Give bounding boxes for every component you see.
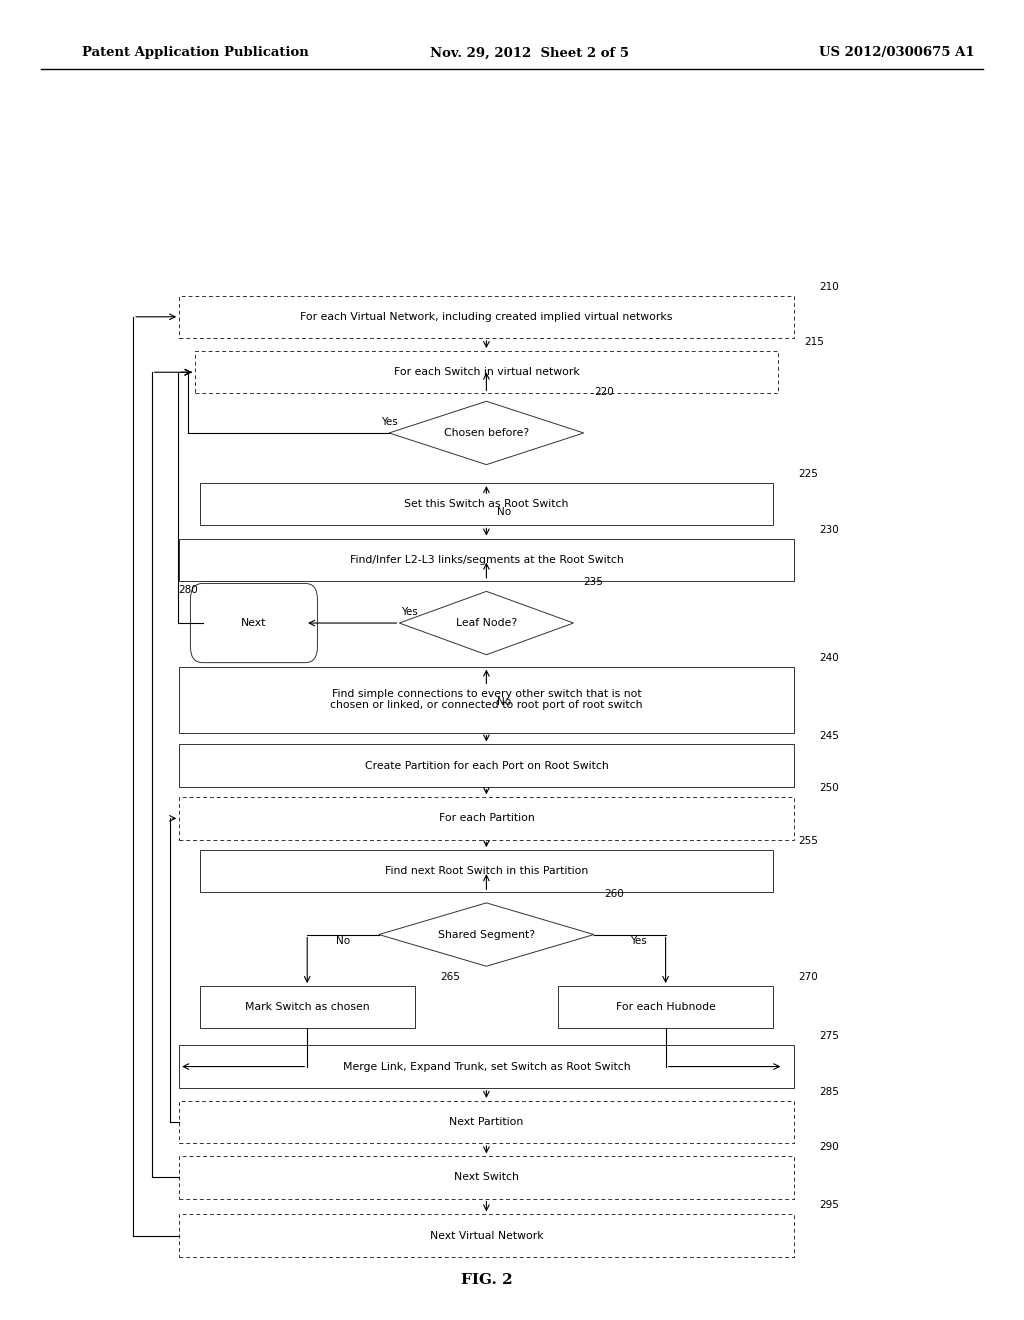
Text: For each Virtual Network, including created implied virtual networks: For each Virtual Network, including crea… (300, 312, 673, 322)
FancyBboxPatch shape (179, 1156, 794, 1199)
Text: 230: 230 (819, 524, 839, 535)
FancyBboxPatch shape (179, 667, 794, 733)
Text: Chosen before?: Chosen before? (443, 428, 529, 438)
Text: Set this Switch as Root Switch: Set this Switch as Root Switch (404, 499, 568, 510)
Text: Mark Switch as chosen: Mark Switch as chosen (245, 1002, 370, 1012)
FancyBboxPatch shape (179, 296, 794, 338)
Text: 215: 215 (804, 337, 823, 347)
Text: 225: 225 (799, 469, 818, 479)
Text: 260: 260 (604, 888, 624, 899)
Text: Create Partition for each Port on Root Switch: Create Partition for each Port on Root S… (365, 760, 608, 771)
Text: Merge Link, Expand Trunk, set Switch as Root Switch: Merge Link, Expand Trunk, set Switch as … (343, 1061, 630, 1072)
Text: Find/Infer L2-L3 links/segments at the Root Switch: Find/Infer L2-L3 links/segments at the R… (349, 554, 624, 565)
Text: US 2012/0300675 A1: US 2012/0300675 A1 (819, 46, 975, 59)
Text: 270: 270 (799, 972, 818, 982)
Text: No: No (336, 936, 350, 946)
Text: 285: 285 (819, 1086, 839, 1097)
Text: 275: 275 (819, 1031, 839, 1041)
FancyBboxPatch shape (195, 351, 778, 393)
Text: Leaf Node?: Leaf Node? (456, 618, 517, 628)
Text: 295: 295 (819, 1200, 839, 1210)
Text: For each Hubnode: For each Hubnode (615, 1002, 716, 1012)
Text: 245: 245 (819, 730, 839, 741)
Polygon shape (399, 591, 573, 655)
Text: Yes: Yes (630, 936, 646, 946)
Text: 255: 255 (799, 836, 818, 846)
Text: For each Partition: For each Partition (438, 813, 535, 824)
Text: Nov. 29, 2012  Sheet 2 of 5: Nov. 29, 2012 Sheet 2 of 5 (430, 46, 629, 59)
Text: Next: Next (242, 618, 266, 628)
FancyBboxPatch shape (179, 797, 794, 840)
FancyBboxPatch shape (558, 986, 773, 1028)
Text: Patent Application Publication: Patent Application Publication (82, 46, 308, 59)
FancyBboxPatch shape (200, 986, 415, 1028)
Polygon shape (389, 401, 584, 465)
FancyBboxPatch shape (190, 583, 317, 663)
Text: 280: 280 (178, 585, 198, 595)
Text: Shared Segment?: Shared Segment? (438, 929, 535, 940)
FancyBboxPatch shape (179, 744, 794, 787)
Text: For each Switch in virtual network: For each Switch in virtual network (393, 367, 580, 378)
Text: 240: 240 (819, 652, 839, 663)
Text: 250: 250 (819, 783, 839, 793)
Text: 290: 290 (819, 1142, 839, 1152)
Text: 235: 235 (584, 577, 603, 587)
FancyBboxPatch shape (179, 1045, 794, 1088)
FancyBboxPatch shape (200, 483, 773, 525)
FancyBboxPatch shape (200, 850, 773, 892)
Text: FIG. 2: FIG. 2 (461, 1274, 512, 1287)
Text: No: No (497, 697, 511, 708)
Text: Yes: Yes (401, 607, 418, 618)
Text: Yes: Yes (381, 417, 397, 428)
Text: Next Partition: Next Partition (450, 1117, 523, 1127)
Text: Next Virtual Network: Next Virtual Network (430, 1230, 543, 1241)
FancyBboxPatch shape (179, 539, 794, 581)
Text: Next Switch: Next Switch (454, 1172, 519, 1183)
Text: 210: 210 (819, 281, 839, 292)
FancyBboxPatch shape (179, 1101, 794, 1143)
Polygon shape (379, 903, 594, 966)
FancyBboxPatch shape (179, 1214, 794, 1257)
Text: 220: 220 (594, 387, 613, 397)
Text: 265: 265 (440, 972, 460, 982)
Text: Find next Root Switch in this Partition: Find next Root Switch in this Partition (385, 866, 588, 876)
Text: No: No (497, 507, 511, 517)
Text: Find simple connections to every other switch that is not
chosen or linked, or c: Find simple connections to every other s… (330, 689, 643, 710)
